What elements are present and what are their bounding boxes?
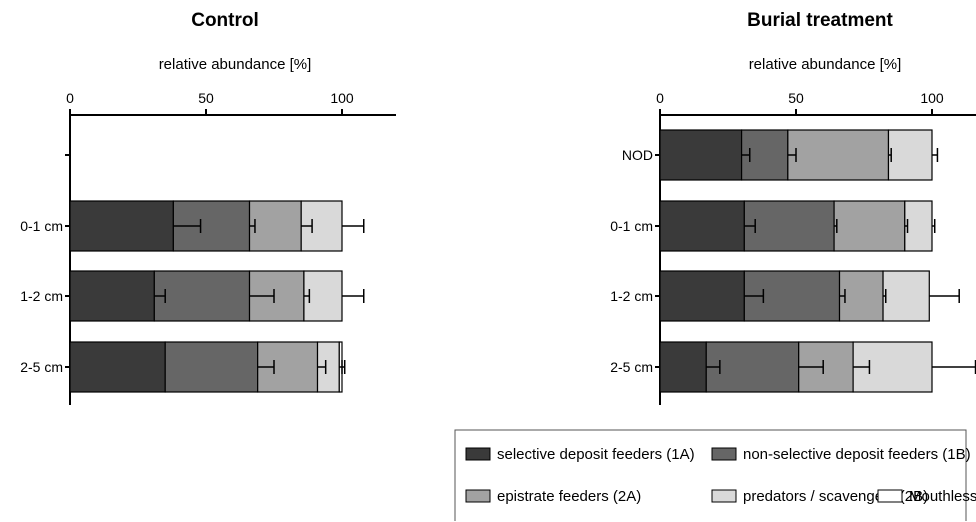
control-plot: 0 50 100 0-1 cm 1-2 cm 2-5 cm [20,90,396,405]
burial-bar-2a [838,270,884,322]
burial-y-tick-label: NOD [622,147,653,163]
control-x-tick-label: 50 [198,90,214,106]
control-title: Control [191,10,259,31]
burial-title: Burial treatment [747,10,893,31]
burial-bar-1a [659,129,743,181]
control-bar-1b [164,341,259,393]
control-x-tick-label: 100 [330,90,354,106]
legend-label-mouthless: Mouthless [909,488,976,505]
burial-bar-2b [882,270,930,322]
legend-swatch-1a [465,447,491,461]
control-bar-2a [248,200,302,252]
control-bar-1a [69,341,166,393]
control-bar-1b [153,270,251,322]
legend-swatch-2b [711,489,737,503]
control-y-tick-label: 0-1 cm [20,218,63,234]
control-bar-1a [69,270,155,322]
control-x-tick-label: 0 [66,90,74,106]
panel-control: Control relative abundance [%] 0 50 100 0-1… [20,10,396,405]
burial-bar-1a [659,200,745,252]
legend-swatch-2a [465,489,491,503]
control-y-tick-label: 1-2 cm [20,288,63,304]
burial-bar-2a [787,129,890,181]
burial-bar-2b [887,129,933,181]
burial-x-tick-label: 100 [920,90,944,106]
burial-bar-1b [743,200,835,252]
legend-label-1a: selective deposit feeders (1A) [497,446,695,463]
burial-bar-2b [904,200,933,252]
control-bar-1a [69,200,174,252]
control-x-axis-label: relative abundance [%] [159,56,312,73]
burial-x-tick-label: 50 [788,90,804,106]
burial-y-tick-label: 1-2 cm [610,288,653,304]
burial-x-axis-label: relative abundance [%] [749,56,902,73]
legend-label-2a: epistrate feeders (2A) [497,488,641,505]
burial-y-tick-label: 0-1 cm [610,218,653,234]
burial-x-tick-label: 0 [656,90,664,106]
legend-swatch-mouthless [877,489,903,503]
panel-burial: Burial treatment relative abundance [%] … [610,10,976,405]
legend-label-1b: non-selective deposit feeders (1B) [743,446,971,463]
legend-frame [454,429,967,521]
control-y-tick-label: 2-5 cm [20,359,63,375]
burial-bar-1a [659,341,707,393]
legend-swatch-1b [711,447,737,461]
burial-y-tick-label: 2-5 cm [610,359,653,375]
burial-bar-1a [659,270,745,322]
legend: selective deposit feeders (1A) non-selec… [454,429,976,521]
burial-plot: 0 50 100 NOD 0-1 cm 1-2 cm 2-5 cm [610,90,976,405]
burial-bar-2a [833,200,906,252]
